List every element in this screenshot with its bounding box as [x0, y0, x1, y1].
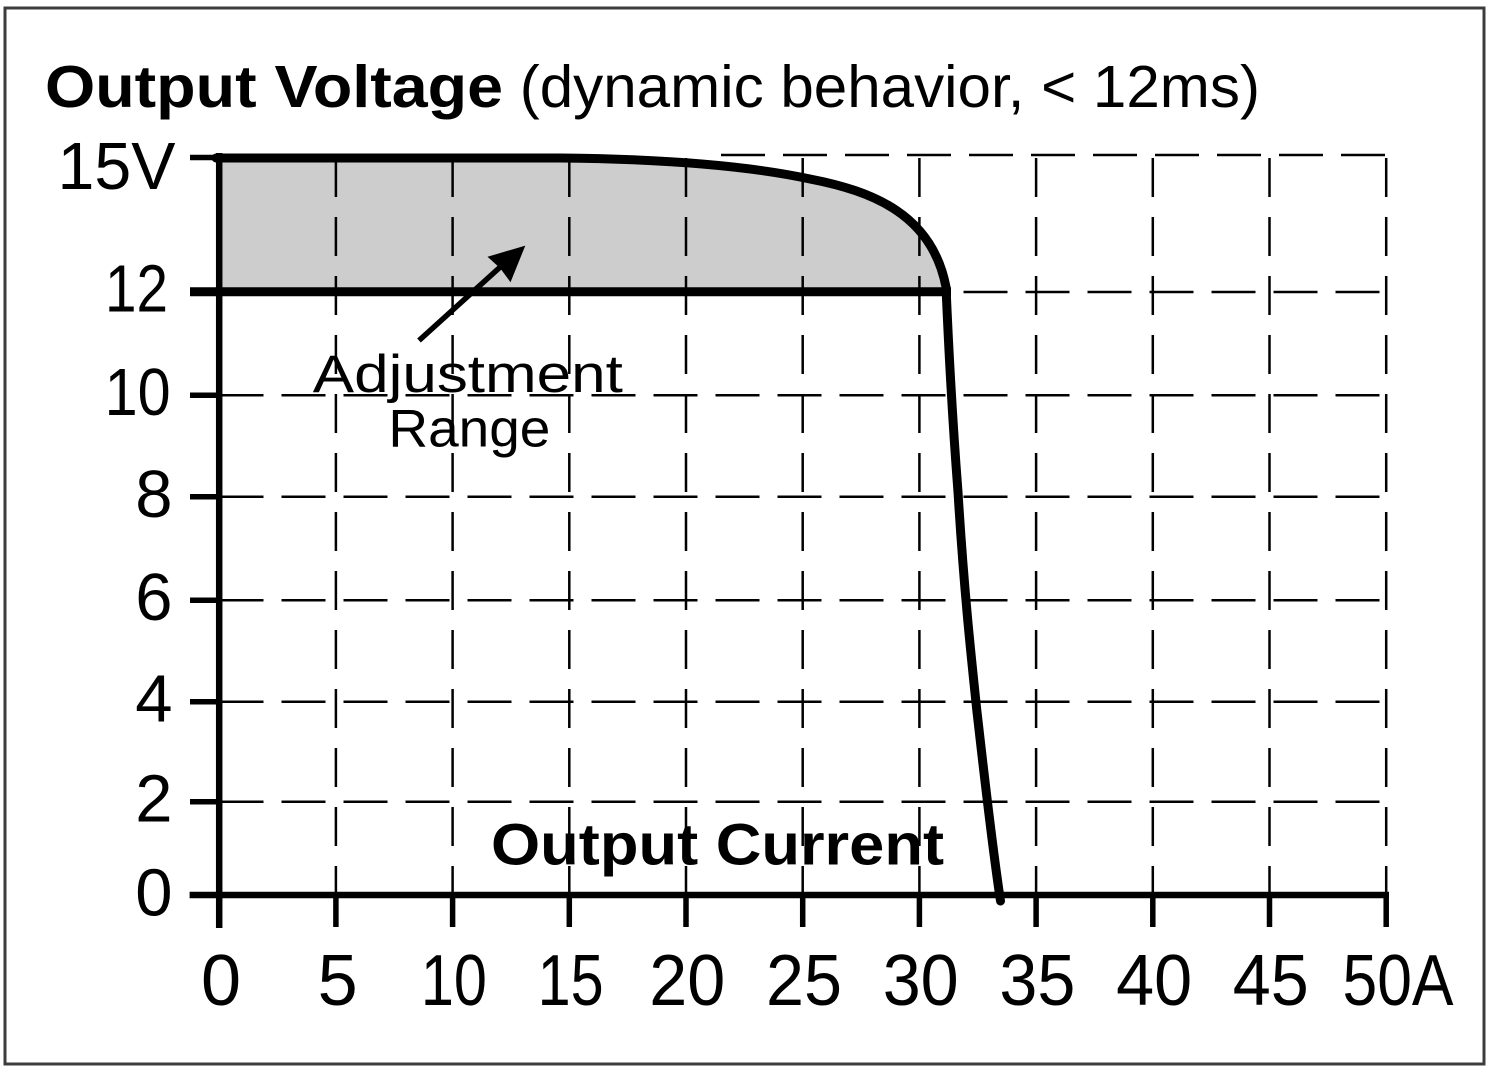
svg-text:12: 12 — [105, 252, 168, 327]
svg-text:2: 2 — [135, 762, 172, 837]
svg-text:10: 10 — [105, 355, 171, 430]
svg-text:8: 8 — [135, 457, 172, 532]
svg-text:0: 0 — [201, 941, 241, 1021]
svg-text:30: 30 — [883, 941, 959, 1021]
svg-text:Range: Range — [388, 400, 550, 459]
svg-text:25: 25 — [766, 941, 842, 1021]
svg-text:4: 4 — [135, 662, 172, 737]
svg-text:15V: 15V — [58, 129, 176, 204]
svg-text:15: 15 — [538, 941, 604, 1021]
svg-text:0: 0 — [135, 855, 172, 930]
svg-text:40: 40 — [1116, 941, 1192, 1021]
svg-text:20: 20 — [649, 941, 725, 1021]
svg-text:50A: 50A — [1343, 941, 1454, 1021]
svg-text:45: 45 — [1233, 941, 1309, 1021]
svg-text:Output Voltage (dynamic behavi: Output Voltage (dynamic behavior, < 12ms… — [45, 54, 1260, 120]
svg-text:35: 35 — [999, 941, 1075, 1021]
svg-text:10: 10 — [421, 941, 487, 1021]
svg-text:Adjustment: Adjustment — [313, 345, 623, 404]
svg-text:5: 5 — [318, 941, 358, 1021]
svg-text:6: 6 — [135, 560, 172, 635]
svg-text:Output Current: Output Current — [491, 813, 944, 878]
